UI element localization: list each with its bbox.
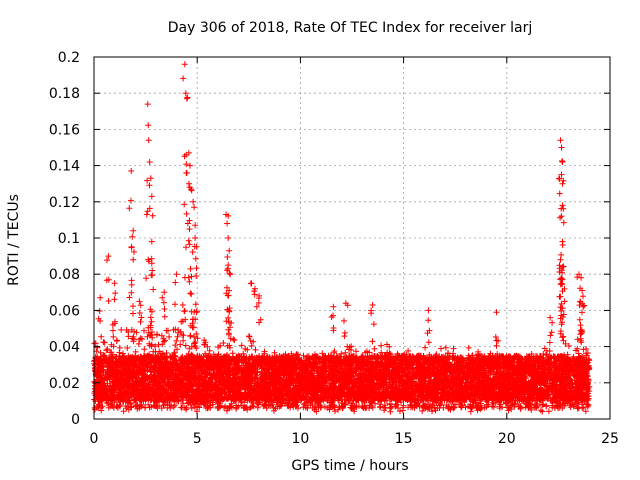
data-point xyxy=(230,336,237,343)
data-point xyxy=(123,327,130,333)
data-point xyxy=(537,407,544,414)
data-point xyxy=(99,403,106,410)
data-point xyxy=(541,345,548,352)
data-point xyxy=(142,404,149,411)
data-point xyxy=(554,403,561,410)
data-point xyxy=(386,343,393,350)
data-point xyxy=(422,344,429,351)
data-point xyxy=(546,348,553,354)
data-point xyxy=(248,342,255,349)
data-point xyxy=(144,333,151,340)
data-point xyxy=(177,341,184,348)
data-point xyxy=(193,345,200,352)
data-point xyxy=(194,335,201,342)
data-point xyxy=(442,344,449,351)
data-point xyxy=(539,408,546,415)
data-point xyxy=(132,348,139,355)
data-points xyxy=(91,61,593,415)
data-point xyxy=(238,342,245,349)
data-point xyxy=(432,407,439,414)
data-point xyxy=(137,335,144,342)
data-point xyxy=(119,361,126,368)
data-point xyxy=(206,347,213,354)
data-point xyxy=(182,342,189,349)
chart-title: Day 306 of 2018, Rate Of TEC Index for r… xyxy=(168,20,533,36)
data-point xyxy=(101,339,108,346)
data-point xyxy=(174,333,181,340)
data-point xyxy=(103,347,110,354)
data-point xyxy=(112,318,118,325)
data-point xyxy=(178,404,185,411)
data-point xyxy=(371,345,378,352)
data-point xyxy=(378,342,385,349)
data-point xyxy=(419,408,426,414)
data-point xyxy=(378,349,385,356)
data-point xyxy=(231,337,238,344)
data-point xyxy=(141,327,147,334)
data-point xyxy=(118,326,125,333)
data-point xyxy=(110,327,116,334)
data-point xyxy=(465,344,472,351)
data-point xyxy=(384,349,391,356)
